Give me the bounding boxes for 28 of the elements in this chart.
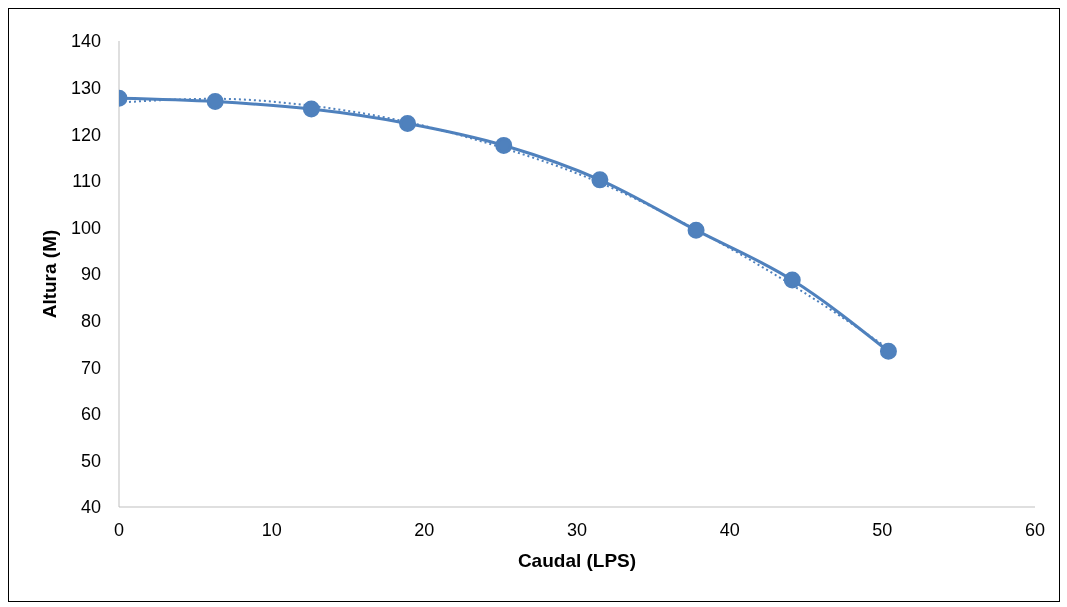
y-tick-label: 40 bbox=[80, 497, 101, 518]
point bbox=[783, 271, 801, 289]
point bbox=[302, 100, 320, 118]
point bbox=[687, 221, 705, 239]
y-tick-label: 100 bbox=[70, 217, 101, 238]
point bbox=[399, 114, 417, 132]
y-tick-label: 130 bbox=[70, 77, 101, 98]
x-axis-title: Caudal (LPS) bbox=[517, 550, 637, 571]
x-tick-label: 20 bbox=[414, 519, 435, 540]
point bbox=[591, 171, 609, 189]
y-tick-label: 60 bbox=[80, 404, 101, 425]
y-tick-label: 110 bbox=[72, 171, 101, 192]
point bbox=[879, 342, 897, 360]
x-tick-label: 30 bbox=[566, 519, 588, 540]
x-tick-label: 60 bbox=[1024, 519, 1046, 540]
y-tick-label: 120 bbox=[70, 124, 101, 145]
point bbox=[495, 136, 513, 154]
y-tick-label: 90 bbox=[80, 264, 101, 285]
y-tick-label: 50 bbox=[80, 450, 101, 471]
x-tick-label: 10 bbox=[261, 519, 282, 540]
y-tick-label: 140 bbox=[70, 31, 101, 52]
y-tick-label: 80 bbox=[80, 310, 101, 331]
y-axis-title: Altura (M) bbox=[38, 229, 60, 319]
x-tick-label: 50 bbox=[872, 519, 893, 540]
x-tick-label: 40 bbox=[719, 519, 740, 540]
x-tick-label: 0 bbox=[113, 519, 125, 540]
point bbox=[206, 93, 224, 111]
y-tick-label: 70 bbox=[80, 357, 101, 378]
